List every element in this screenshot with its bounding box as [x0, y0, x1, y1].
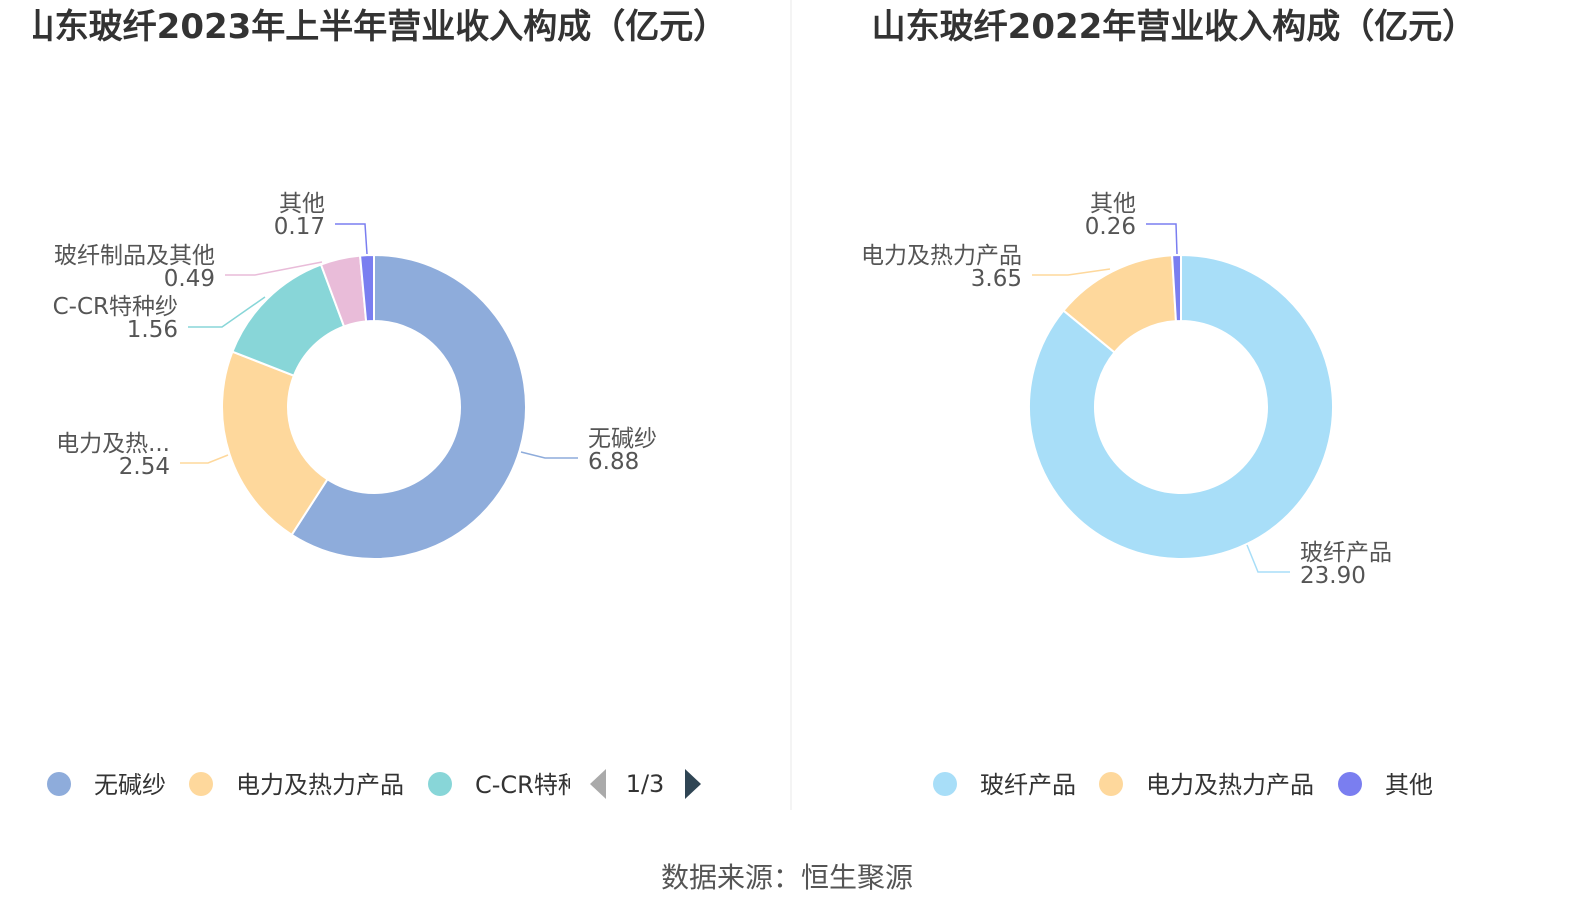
legend-marker: [428, 772, 452, 796]
slice-label: 玻纤产品: [1300, 540, 1392, 566]
slice-value-label: 0.17: [274, 214, 325, 240]
legend-item[interactable]: 无碱纱: [47, 771, 166, 799]
slice-电力及热力产品[interactable]: [221, 350, 329, 537]
legend-item[interactable]: C-CR特种: [428, 771, 582, 799]
legend-prev-arrow-icon[interactable]: [590, 769, 606, 799]
leader-line: [1246, 544, 1290, 573]
slice-其他[interactable]: [358, 253, 375, 323]
legend: 无碱纱 电力及热力产品 C-CR特种 1/3: [47, 769, 701, 799]
slice-value-label: 0.26: [1085, 214, 1136, 240]
slice-label: 电力及热...: [56, 431, 170, 457]
slice-玻纤产品[interactable]: [1028, 253, 1334, 560]
slice-value-label: 0.49: [164, 266, 215, 292]
legend-pager: 1/3: [590, 769, 701, 799]
slice-value-label: 6.88: [588, 449, 639, 475]
pie-chart-2: 山东玻纤2022年营业收入构成（亿元）玻纤产品23.90电力及热力产品3.65其…: [861, 7, 1476, 799]
slice-label: 电力及热力产品: [861, 243, 1022, 269]
legend-item[interactable]: 其他: [1338, 771, 1433, 799]
slice-value-label: 1.56: [127, 317, 178, 343]
leader-line: [225, 261, 323, 276]
slice-无碱纱[interactable]: [290, 253, 527, 560]
legend-item[interactable]: 玻纤产品: [933, 771, 1076, 799]
leader-line: [1146, 223, 1178, 255]
leader-line: [335, 223, 368, 255]
slice-其他[interactable]: [1171, 253, 1182, 323]
legend-next-arrow-icon[interactable]: [685, 769, 701, 799]
legend-item[interactable]: 电力及热力产品: [189, 771, 404, 799]
legend-label: C-CR特种: [475, 771, 582, 799]
data-source: 数据来源：恒生聚源: [660, 861, 913, 894]
chart-title: 山东玻纤2022年营业收入构成（亿元）: [872, 7, 1477, 47]
slice-value-label: 23.90: [1300, 563, 1366, 589]
slice-label: 其他: [1090, 191, 1136, 217]
leader-line: [1032, 268, 1111, 276]
slice-value-label: 2.54: [119, 454, 170, 480]
legend-label: 电力及热力产品: [236, 771, 404, 799]
legend-marker: [1099, 772, 1123, 796]
legend-label: 其他: [1385, 771, 1433, 799]
slice-label: 玻纤制品及其他: [54, 243, 215, 269]
legend-page-indicator: 1/3: [626, 770, 665, 798]
legend-marker: [189, 772, 213, 796]
legend-marker: [1338, 772, 1362, 796]
legend-label: 玻纤产品: [980, 771, 1076, 799]
legend: 玻纤产品 电力及热力产品 其他: [933, 771, 1433, 799]
leader-line: [180, 454, 229, 464]
legend-marker: [47, 772, 71, 796]
chart-title: 山东玻纤2023年上半年营业收入构成（亿元）: [21, 7, 728, 47]
legend-label: 无碱纱: [94, 771, 166, 799]
slice-label: C-CR特种纱: [53, 294, 178, 320]
slice-value-label: 3.65: [971, 266, 1022, 292]
leader-line: [188, 296, 266, 328]
slice-label: 无碱纱: [588, 426, 657, 452]
legend-item[interactable]: 电力及热力产品: [1099, 771, 1314, 799]
slice-label: 其他: [279, 191, 325, 217]
pie-chart-1: 山东玻纤2023年上半年营业收入构成（亿元）无碱纱6.88电力及热...2.54…: [21, 7, 728, 799]
legend-label: 电力及热力产品: [1146, 771, 1314, 799]
legend-marker: [933, 772, 957, 796]
leader-line: [520, 451, 578, 459]
